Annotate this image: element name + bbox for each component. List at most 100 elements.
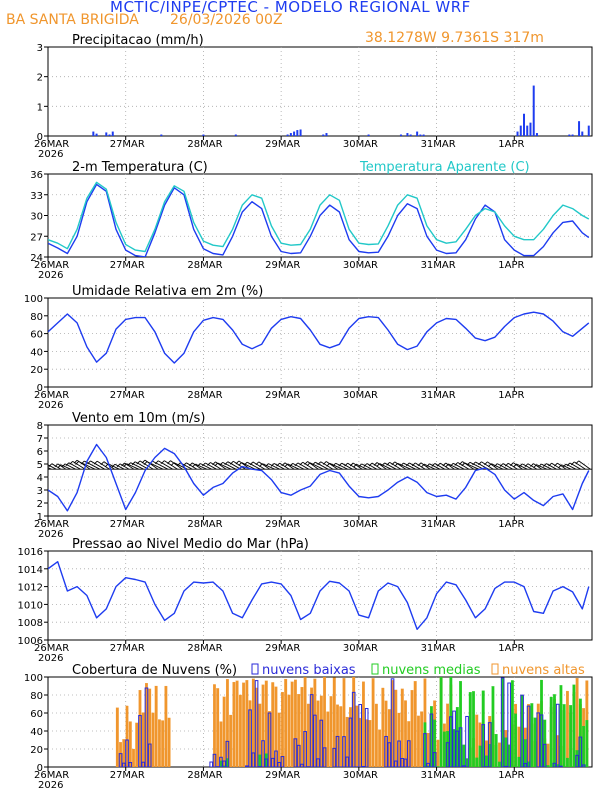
wind-barb	[157, 460, 173, 470]
cloud-bar-nuvens-altas	[326, 711, 330, 767]
wind-ytick-label: 8	[37, 421, 43, 432]
cloud-bar-nuvens-baixas	[261, 740, 265, 767]
wind-barb-tick	[116, 463, 121, 468]
cloud-bar-nuvens-baixas	[138, 715, 142, 767]
cloud-bar-nuvens-altas	[404, 700, 407, 767]
temp-ytick-label: 30	[30, 212, 43, 223]
cloud-bar-nuvens-baixas	[296, 744, 301, 767]
wind-barb	[287, 463, 300, 470]
wind-barb-tick	[400, 462, 404, 467]
wind-barb	[420, 462, 431, 470]
pressure-xtick-label: 29MAR	[265, 643, 300, 654]
cloud-bar-nuvens-medias	[562, 704, 566, 767]
wind-barb-tick	[363, 463, 368, 467]
wind-barb-tick	[61, 463, 66, 468]
cloud-bar-nuvens-baixas	[452, 710, 456, 767]
precip-xtick-label: 29MAR	[265, 139, 300, 150]
cloud-bar-nuvens-baixas	[342, 736, 346, 767]
wind-ytick-label: 1	[37, 512, 43, 523]
wind-barb-tick	[123, 463, 127, 468]
precip-bar	[581, 131, 584, 136]
pressure-xtick-label: 31MAR	[421, 643, 456, 654]
cloud-bar-nuvens-baixas	[384, 735, 388, 767]
wind-barb-tick	[294, 462, 299, 467]
humidity-xtick-label: 31MAR	[421, 390, 456, 401]
wind-barb-tick	[442, 462, 447, 467]
wind-barb-tick	[322, 461, 327, 465]
cloud-bar-nuvens-medias	[478, 745, 482, 767]
cloud-bar-nuvens-altas	[132, 748, 135, 767]
clouds-ytick-label: 0	[37, 763, 43, 774]
humidity-ytick-label: 0	[37, 383, 43, 394]
wind-barb	[462, 461, 475, 470]
cloud-bar-nuvens-altas	[216, 688, 220, 767]
wind-barb-tick	[189, 462, 193, 467]
wind-barb-tick	[391, 461, 396, 466]
precip-bar	[519, 125, 522, 136]
humidity-xtick-label: 27MAR	[110, 390, 145, 401]
pressure-ytick-label: 1008	[18, 618, 43, 629]
cloud-bar-nuvens-altas	[235, 680, 239, 767]
cloud-bar-nuvens-baixas	[293, 738, 298, 767]
cloud-bar-nuvens-baixas	[406, 740, 411, 767]
precip-bar	[526, 125, 529, 136]
temp-xtick-label: 26MAR	[34, 260, 69, 271]
cloud-bar-nuvens-altas	[565, 690, 569, 767]
temp-xtick-label: 1APR	[498, 260, 524, 271]
wind-barb-tick	[459, 461, 463, 465]
cloud-bar-nuvens-medias	[530, 703, 534, 767]
wind-barb-tick	[317, 461, 321, 466]
precip-bar	[299, 129, 302, 136]
precip-title: Precipitacao (mm/h)	[72, 33, 204, 48]
header-location: BA SANTA BRIGIDA	[6, 12, 139, 28]
wind-barb-tick	[65, 462, 70, 467]
precip-bar	[587, 125, 590, 136]
cloud-bar-nuvens-altas	[297, 694, 301, 767]
wind-barb-tick	[326, 462, 330, 467]
wind-barb-tick	[358, 463, 362, 468]
wind-barb-tick	[238, 462, 242, 466]
wind-barb	[379, 463, 392, 470]
cloud-bar-nuvens-baixas	[552, 762, 557, 767]
precip-ytick-label: 2	[37, 73, 43, 84]
wind-barb-tick	[562, 463, 567, 468]
wind-barb	[496, 463, 509, 470]
wind-barb	[457, 462, 470, 470]
wind-barb-tick	[207, 462, 211, 466]
temp-ytick-label: 27	[30, 232, 43, 243]
wind-xtick-label: 26MAR	[34, 519, 69, 530]
wind-barb	[217, 462, 232, 470]
header-coordinates: 38.1278W 9.7361S 317m	[365, 30, 544, 46]
pressure-ytick-label: 1014	[18, 565, 43, 576]
cloud-bar-nuvens-baixas	[212, 753, 217, 767]
wind-barb-tick	[265, 463, 269, 467]
precip-panel: 0 1 2 3 26MAR 27MAR 28MAR 29MAR 30MAR 31MAR 1APR 20…	[34, 33, 593, 160]
wind-barb-tick	[170, 462, 175, 467]
cloud-bar-nuvens-medias	[510, 680, 514, 767]
wind-barb-tick	[69, 461, 73, 465]
wind-barb	[439, 462, 450, 470]
cloud-legend-label: nuvens medias	[382, 663, 481, 678]
wind-barb-tick	[466, 462, 471, 466]
wind-barb-tick	[93, 460, 98, 465]
wind-barb	[60, 464, 71, 470]
humidity-frame	[47, 297, 593, 388]
cloud-bar-nuvens-baixas	[539, 714, 544, 767]
wind-barb	[314, 461, 329, 470]
wind-xtick-label: 1APR	[498, 519, 524, 530]
cloud-bar-nuvens-medias	[258, 754, 262, 767]
precip-xtick-label: 26MAR	[34, 139, 69, 150]
precip-bar	[293, 131, 296, 136]
cloud-bar-nuvens-baixas	[254, 680, 259, 767]
precip-bar	[202, 134, 205, 136]
wind-barb-tick	[426, 463, 430, 468]
cloud-legend-swatch	[251, 663, 259, 675]
cloud-bar-nuvens-baixas	[361, 765, 366, 767]
cloud-bar-nuvens-altas	[478, 722, 482, 767]
wind-barb	[487, 461, 499, 470]
pressure-xtick-label: 26MAR	[34, 643, 69, 654]
cloud-bar-nuvens-altas	[151, 712, 155, 767]
precip-bar	[535, 133, 538, 136]
cloud-bar-nuvens-baixas	[429, 713, 434, 767]
precip-bar	[568, 134, 571, 136]
